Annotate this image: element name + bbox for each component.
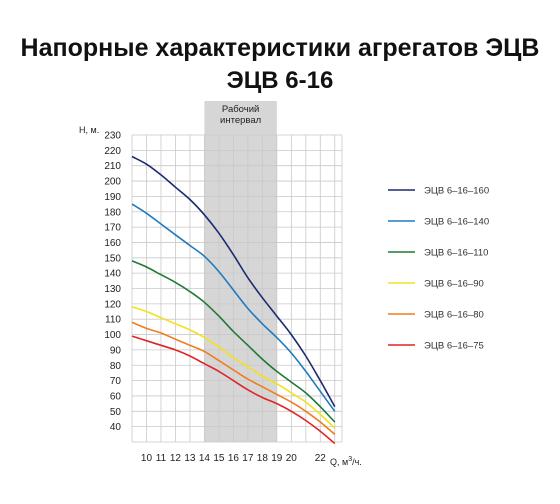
y-axis-label: Н, м. bbox=[79, 125, 99, 135]
x-tick-label: 10 bbox=[141, 453, 153, 464]
x-tick-label: 15 bbox=[213, 453, 225, 464]
legend-label: ЭЦВ 6–16–75 bbox=[424, 341, 484, 352]
series-lines bbox=[131, 155, 336, 445]
grid bbox=[131, 134, 343, 443]
x-tick-label: 16 bbox=[228, 453, 240, 464]
tick-labels: 40 50 60 70 80 90 100 110 120 130 140 150 160 170 180 1… bbox=[104, 131, 326, 465]
series-line-1 bbox=[131, 155, 336, 408]
y-tick-label: 230 bbox=[104, 131, 121, 142]
y-tick-label: 180 bbox=[104, 207, 121, 218]
legend-label: ЭЦВ 6–16–110 bbox=[424, 248, 488, 259]
y-tick-label: 130 bbox=[104, 284, 121, 295]
legend-label: ЭЦВ 6–16–80 bbox=[424, 310, 484, 321]
y-tick-label: 110 bbox=[105, 315, 121, 326]
series-line-6 bbox=[131, 335, 336, 445]
x-tick-label: 11 bbox=[156, 453, 167, 464]
x-tick-label: 17 bbox=[242, 453, 254, 464]
y-tick-label: 190 bbox=[104, 192, 121, 203]
x-tick-label: 13 bbox=[184, 453, 196, 464]
series-line-3 bbox=[131, 260, 336, 423]
band-label-line1: Рабочий bbox=[222, 104, 259, 115]
working-interval-rect bbox=[204, 101, 277, 442]
y-tick-label: 160 bbox=[104, 238, 121, 249]
y-tick-label: 150 bbox=[104, 253, 121, 264]
series-line-5 bbox=[131, 321, 336, 435]
y-tick-label: 170 bbox=[104, 223, 121, 234]
x-tick-label: 19 bbox=[271, 453, 283, 464]
x-axis-label: Q, м3/ч. bbox=[330, 456, 362, 467]
y-tick-label: 40 bbox=[110, 422, 122, 433]
chart-title: Напорные характеристики агрегатов ЭЦВ bbox=[20, 34, 540, 62]
y-tick-label: 210 bbox=[104, 161, 121, 172]
x-tick-label: 14 bbox=[199, 453, 211, 464]
series-line-4 bbox=[131, 306, 336, 429]
legend-label: ЭЦВ 6–16–160 bbox=[424, 186, 489, 197]
legend: ЭЦВ 6–16–160 ЭЦВ 6–16–140 ЭЦВ 6–16–110 ЭЦВ … bbox=[388, 186, 489, 352]
y-tick-label: 140 bbox=[104, 269, 121, 280]
chart-subtitle: ЭЦВ 6-16 bbox=[226, 67, 334, 94]
series-line-2 bbox=[131, 203, 336, 412]
y-tick-label: 200 bbox=[104, 177, 121, 188]
y-tick-label: 80 bbox=[110, 361, 122, 372]
band-label-line2: интервал bbox=[220, 115, 261, 126]
x-tick-label: 18 bbox=[257, 453, 269, 464]
y-tick-label: 220 bbox=[104, 146, 121, 157]
y-tick-label: 120 bbox=[104, 299, 121, 310]
x-tick-label: 22 bbox=[315, 453, 327, 464]
legend-label: ЭЦВ 6–16–90 bbox=[424, 279, 484, 290]
y-tick-label: 50 bbox=[110, 407, 122, 418]
legend-label: ЭЦВ 6–16–140 bbox=[424, 217, 489, 228]
y-tick-label: 70 bbox=[110, 376, 122, 387]
x-tick-label: 12 bbox=[170, 453, 182, 464]
x-tick-label: 20 bbox=[286, 453, 298, 464]
y-tick-label: 90 bbox=[110, 345, 122, 356]
y-tick-label: 100 bbox=[104, 330, 121, 341]
y-tick-label: 60 bbox=[110, 391, 122, 402]
